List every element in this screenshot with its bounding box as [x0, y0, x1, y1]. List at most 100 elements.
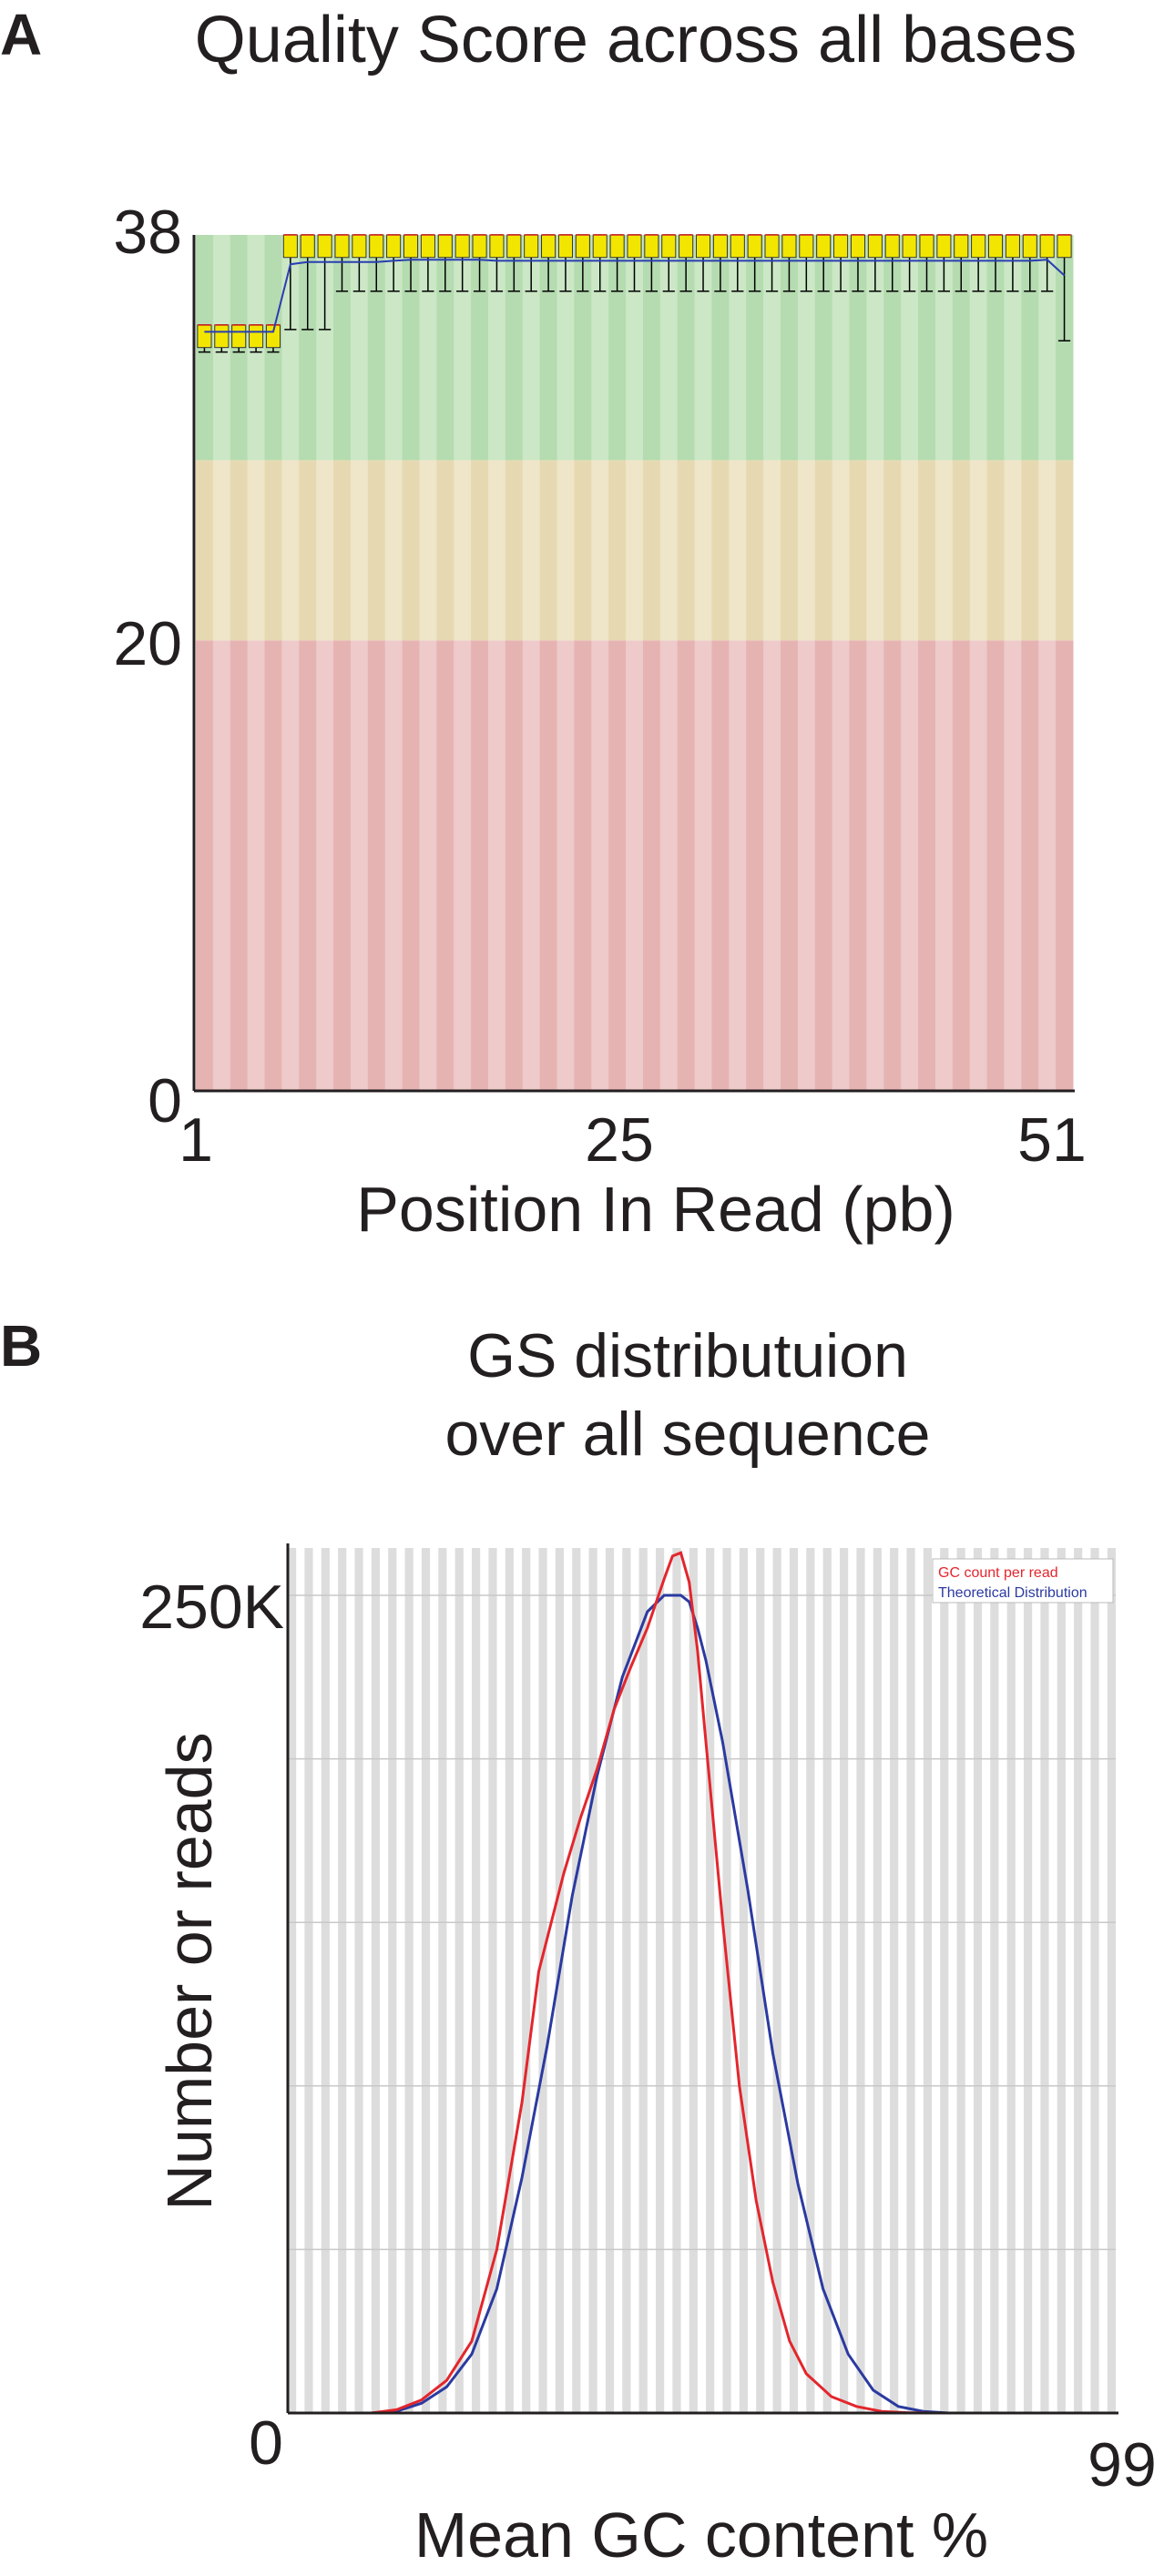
box-position-35	[781, 234, 797, 292]
iqr-box	[214, 324, 230, 349]
iqr-box	[506, 234, 522, 259]
iqr-box	[592, 234, 608, 259]
iqr-box	[833, 234, 849, 259]
quality-zone-poor-stripe	[814, 640, 833, 1091]
background-stripe	[321, 1548, 330, 2413]
box-position-15	[437, 234, 453, 292]
chart-a-mean-line	[204, 259, 1066, 333]
panel-b-letter: B	[0, 1313, 42, 1379]
box-position-30	[695, 234, 711, 292]
quality-zone-poor-stripe	[196, 640, 214, 1091]
iqr-box	[317, 234, 332, 259]
quality-zone-poor-stripe	[832, 640, 851, 1091]
quality-zone-poor-stripe	[384, 640, 403, 1091]
quality-zone-reasonable-stripe	[781, 460, 799, 641]
box-position-36	[799, 234, 814, 292]
iqr-box	[695, 234, 711, 259]
background-stripe	[388, 1548, 397, 2413]
chart-b-ytick-0: 0	[249, 2408, 283, 2478]
chart-a-ytick-38: 38	[113, 198, 182, 267]
box-position-8	[317, 234, 332, 331]
quality-zone-poor-stripe	[659, 640, 679, 1091]
background-stripe	[338, 1548, 347, 2413]
quality-zone-reasonable-stripe	[212, 460, 231, 641]
box-position-50	[1039, 234, 1055, 292]
box-position-7	[300, 234, 315, 331]
iqr-box	[420, 234, 435, 259]
iqr-box	[300, 234, 315, 259]
iqr-box	[197, 324, 212, 349]
iqr-box	[1022, 234, 1037, 259]
quality-zone-poor-stripe	[574, 640, 592, 1091]
background-stripe	[1024, 1548, 1033, 2413]
iqr-box	[557, 234, 574, 259]
box-position-32	[730, 234, 745, 292]
background-stripe	[840, 1548, 849, 2413]
box-position-3	[231, 324, 247, 353]
background-stripe	[722, 1548, 731, 2413]
box-position-43	[919, 234, 934, 292]
box-position-2	[214, 324, 230, 353]
box-position-51	[1057, 234, 1072, 342]
chart-b-x-axis-label: Mean GC content %	[414, 2500, 988, 2571]
quality-zone-poor-stripe	[866, 640, 884, 1091]
box-position-28	[661, 234, 677, 292]
quality-zone-poor-stripe	[883, 640, 902, 1091]
iqr-box	[627, 234, 642, 259]
quality-zone-poor-stripe	[626, 640, 644, 1091]
quality-zone-poor-stripe	[333, 640, 352, 1091]
chart-a-xtick-51: 51	[1017, 1105, 1087, 1175]
quality-zone-poor-stripe	[797, 640, 816, 1091]
quality-zone-reasonable-stripe	[454, 460, 472, 641]
iqr-box	[902, 234, 917, 259]
iqr-box	[352, 234, 367, 259]
iqr-box	[249, 324, 264, 349]
quality-zone-poor-stripe	[952, 640, 971, 1091]
iqr-box	[661, 234, 677, 259]
iqr-box	[867, 234, 883, 259]
chart-b-y-axis-label: Number or reads	[154, 1732, 225, 2210]
background-stripe	[588, 1548, 597, 2413]
box-position-37	[816, 234, 832, 292]
background-stripe	[605, 1548, 615, 2413]
quality-zone-reasonable-stripe	[849, 460, 867, 641]
iqr-box	[541, 234, 556, 259]
box-position-29	[679, 234, 694, 292]
quality-zone-reasonable-stripe	[350, 460, 369, 641]
chart-a-title: Quality Score across all bases	[195, 4, 1077, 76]
quality-zone-poor-stripe	[264, 640, 282, 1091]
iqr-box	[454, 234, 470, 259]
chart-b-stripes	[288, 1548, 1116, 2413]
box-position-34	[764, 234, 780, 292]
background-stripe	[1107, 1548, 1116, 2413]
background-stripe	[371, 1548, 380, 2413]
iqr-box	[816, 234, 832, 259]
box-position-13	[403, 234, 419, 292]
box-position-49	[1022, 234, 1037, 292]
quality-zone-poor-stripe	[522, 640, 541, 1091]
quality-zone-poor-stripe	[694, 640, 712, 1091]
background-stripe	[488, 1548, 497, 2413]
quality-zone-reasonable-stripe	[505, 460, 524, 641]
quality-zone-reasonable-stripe	[901, 460, 919, 641]
iqr-box	[403, 234, 419, 259]
quality-zone-reasonable-stripe	[539, 460, 558, 641]
iqr-box	[472, 234, 487, 259]
box-position-38	[833, 234, 849, 292]
box-position-24	[592, 234, 608, 292]
quality-zone-poor-stripe	[402, 640, 420, 1091]
quality-zone-reasonable-stripe	[918, 460, 936, 641]
quality-zone-reasonable-stripe	[316, 460, 334, 641]
box-position-31	[712, 234, 728, 292]
quality-zone-poor-stripe	[918, 640, 936, 1091]
box-position-47	[987, 234, 1004, 292]
box-position-6	[282, 234, 298, 331]
chart-a-x-axis-label: Position In Read (pb)	[356, 1174, 955, 1245]
iqr-box	[712, 234, 728, 259]
background-stripe	[304, 1548, 313, 2413]
quality-zone-reasonable-stripe	[522, 460, 541, 641]
quality-zone-poor-stripe	[454, 640, 472, 1091]
iqr-box	[1039, 234, 1055, 259]
chart-a-xtick-1: 1	[179, 1105, 213, 1175]
quality-zone-poor-stripe	[986, 640, 1005, 1091]
